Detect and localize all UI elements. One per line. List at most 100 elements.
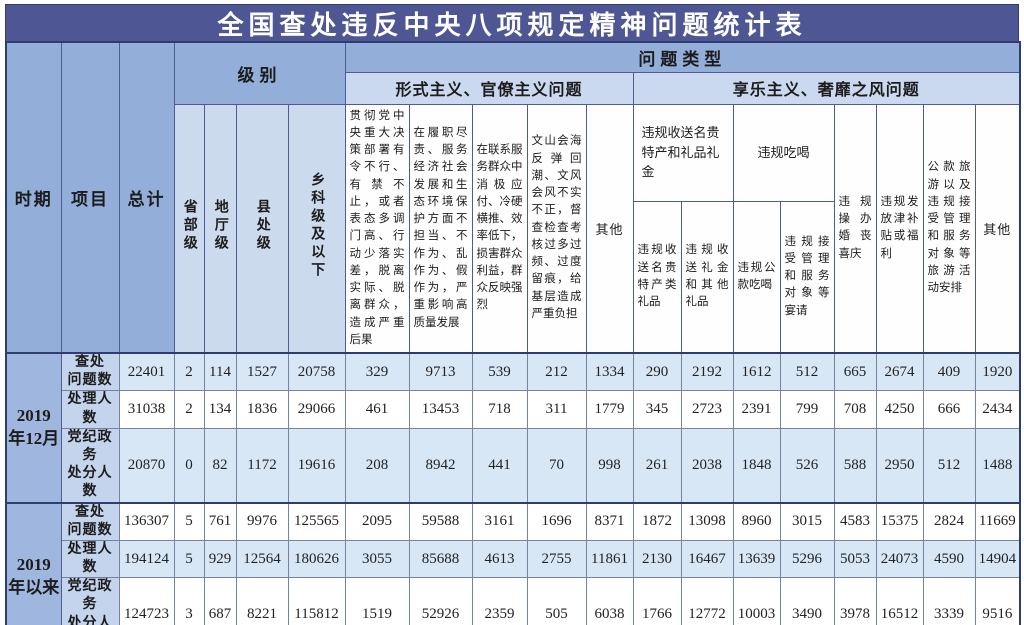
header-formalism-col-4: 文山会海反弹回潮、文风会风不实不正，督查检查考核过多过频、过度留痕，给基层造成严… [526, 103, 587, 354]
header-hedonism-other: 其他 [974, 103, 1021, 354]
header-gifts-specialty: 违规收送名贵特产类礼品 [632, 200, 682, 354]
data-cell: 2038 [680, 427, 734, 504]
data-cell: 2 [173, 390, 205, 429]
data-cell: 12772 [680, 577, 734, 625]
period-cell: 2019 年12月 [5, 352, 62, 503]
header-dining-group: 违规吃喝 [732, 103, 835, 202]
data-cell: 687 [203, 577, 237, 625]
data-cell: 1836 [235, 390, 289, 429]
data-cell: 2755 [526, 539, 587, 579]
data-cell: 194124 [118, 539, 175, 579]
header-gifts-cash: 违规收送礼金和其他礼品 [680, 200, 734, 354]
header-weddings-funerals: 违规操办婚丧喜庆 [833, 103, 877, 354]
data-cell: 3161 [471, 501, 528, 541]
data-cell: 208 [344, 427, 410, 504]
table-header: 时期 项目 总计 级别 问题类型 形式主义、官僚主义问题 享乐主义、奢靡之风问题… [5, 41, 1021, 354]
data-cell: 1766 [632, 577, 682, 625]
data-cell: 1612 [732, 352, 781, 392]
data-cell: 5 [173, 501, 205, 541]
data-cell: 8371 [585, 501, 634, 541]
data-cell: 15375 [875, 501, 924, 541]
data-cell: 526 [779, 427, 835, 504]
data-cell: 2 [173, 352, 205, 392]
data-cell: 4583 [833, 501, 877, 541]
data-cell: 13639 [732, 539, 781, 579]
page-title: 全国查处违反中央八项规定精神问题统计表 [5, 4, 1019, 41]
data-cell: 588 [833, 427, 877, 504]
data-cell: 29066 [287, 390, 346, 429]
table-row: 2019 年12月 查处 问题数 22401 2 114 1527 20758 329 9713… [5, 352, 1021, 503]
data-cell: 136307 [118, 501, 175, 541]
row-label: 处理人数 [60, 390, 120, 429]
data-cell: 16512 [875, 577, 924, 625]
header-level-province: 省部级 [173, 103, 205, 354]
table-row: 2019 年以来 查处 问题数 136307 5 761 9976 125565 2095 59… [5, 501, 1021, 625]
data-cell: 11861 [585, 539, 634, 579]
data-cell: 10003 [732, 577, 781, 625]
data-cell: 3490 [779, 577, 835, 625]
data-cell: 1848 [732, 427, 781, 504]
data-cell: 52926 [408, 577, 473, 625]
data-cell: 441 [471, 427, 528, 504]
data-cell: 539 [471, 352, 528, 392]
data-cell: 212 [526, 352, 587, 392]
data-cell: 2824 [922, 501, 976, 541]
header-level-group: 级别 [173, 41, 346, 105]
data-cell: 8960 [732, 501, 781, 541]
data-cell: 2950 [875, 427, 924, 504]
header-gifts-group: 违规收送名贵特产和礼品礼金 [632, 103, 734, 202]
data-cell: 311 [526, 390, 587, 429]
data-cell: 70 [526, 427, 587, 504]
data-cell: 665 [833, 352, 877, 392]
data-cell: 22401 [118, 352, 175, 392]
data-cell: 8942 [408, 427, 473, 504]
row-label: 查处 问题数 [60, 501, 120, 541]
data-cell: 4613 [471, 539, 528, 579]
data-cell: 3339 [922, 577, 976, 625]
data-cell: 134 [203, 390, 237, 429]
row-label: 处理人数 [60, 539, 120, 579]
data-cell: 19616 [287, 427, 346, 504]
data-cell: 59588 [408, 501, 473, 541]
header-formalism-col-1: 贯彻党中央重大决策部署有令不行、有禁不止，或者表态多调门高、行动少落实差，脱离实… [344, 103, 410, 354]
data-cell: 1334 [585, 352, 634, 392]
table-row: 处理人数 194124 5 929 12564 180626 3055 85688 4613 27… [6, 539, 1021, 579]
data-cell: 998 [585, 427, 634, 504]
data-cell: 9516 [974, 577, 1021, 625]
data-cell: 2674 [875, 352, 924, 392]
data-cell: 8221 [235, 577, 289, 625]
data-cell: 13098 [680, 501, 734, 541]
header-formalism-other: 其他 [585, 103, 634, 354]
data-cell: 85688 [408, 539, 473, 579]
data-cell: 4250 [875, 390, 924, 429]
header-formalism-col-2: 在履职尽责、服务经济社会发展和生态环境保护方面不担当、不作为、乱作为、假作为，严… [408, 103, 473, 354]
data-cell: 3055 [344, 539, 410, 579]
data-cell: 1527 [235, 352, 289, 392]
data-cell: 5053 [833, 539, 877, 579]
data-cell: 114 [203, 352, 237, 392]
data-cell: 3978 [833, 577, 877, 625]
header-formalism-group: 形式主义、官僚主义问题 [344, 71, 634, 105]
data-cell: 180626 [287, 539, 346, 579]
data-cell: 345 [632, 390, 682, 429]
data-cell: 5296 [779, 539, 835, 579]
table-row: 党纪政务 处分人数1247233687822111581215195292623… [6, 577, 1021, 625]
data-cell: 9976 [235, 501, 289, 541]
data-cell: 125565 [287, 501, 346, 541]
header-total: 总计 [118, 41, 175, 354]
row-label: 查处 问题数 [60, 352, 120, 392]
header-level-township: 乡科级及以下 [287, 103, 346, 354]
data-cell: 124723 [118, 577, 175, 625]
statistics-table-page: 全国查处违反中央八项规定精神问题统计表 时期 项目 总计 级别 问题类型 形式主… [5, 0, 1022, 625]
header-public-funded-travel: 公款旅游以及违规接受管理和服务对象等旅游活动安排 [922, 103, 976, 354]
data-cell: 5 [173, 539, 205, 579]
data-cell: 115812 [287, 577, 346, 625]
period-cell: 2019 年以来 [5, 501, 62, 625]
header-item: 项目 [60, 41, 120, 354]
data-cell: 512 [779, 352, 835, 392]
data-cell: 261 [632, 427, 682, 504]
data-cell: 82 [203, 427, 237, 504]
data-cell: 505 [526, 577, 587, 625]
data-cell: 409 [922, 352, 976, 392]
data-cell: 666 [922, 390, 976, 429]
